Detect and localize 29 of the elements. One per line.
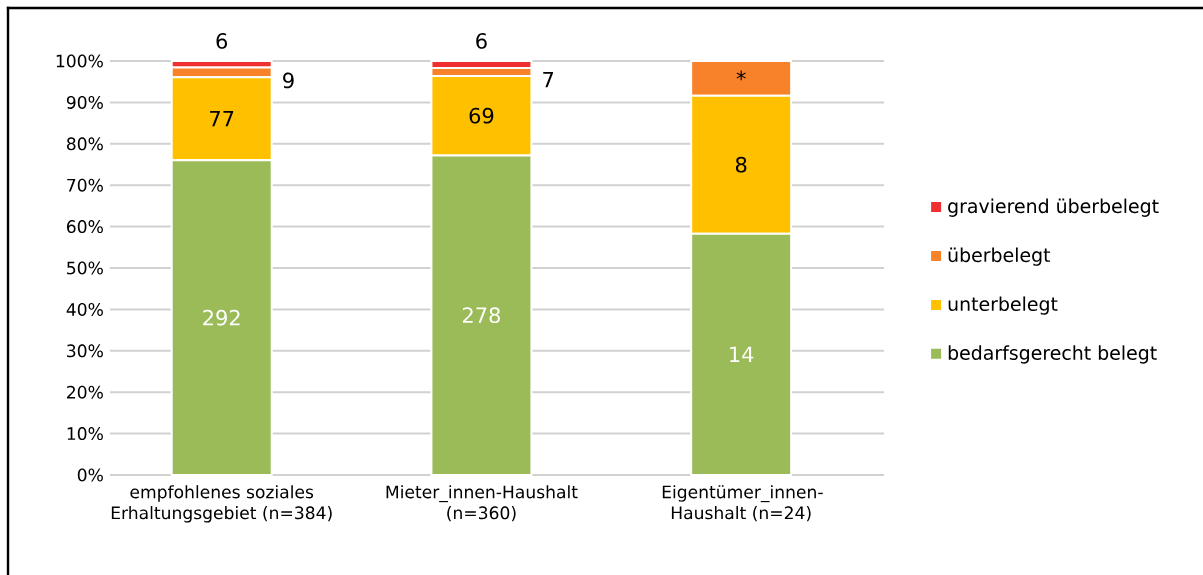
annotation: 6 (476, 33, 487, 49)
annotation: 7 (543, 72, 554, 88)
legend-label: gravierend überbelegt (948, 198, 1159, 217)
annotation: 69 (469, 107, 494, 124)
legend-label: unterbelegt (948, 296, 1058, 315)
y-tick-label: 40% (66, 302, 103, 316)
annotation: 77 (210, 111, 234, 127)
y-tick-label: 90% (66, 95, 103, 109)
annotation: 8 (735, 156, 747, 173)
y-tick-label: 70% (67, 178, 103, 192)
y-tick-label: 20% (67, 385, 103, 399)
legend-label: bedarfsgerecht belegt (948, 345, 1157, 364)
y-tick-label: 50% (67, 261, 103, 275)
y-tick-label: 80% (66, 137, 103, 151)
y-tick-label: 100% (56, 54, 103, 68)
y-tick-label: 10% (67, 427, 103, 441)
legend-label: überbelegt (948, 247, 1051, 266)
y-tick-label: 0% (77, 468, 103, 482)
x-tick-label: Mieter_innen-Haushalt (n=360) (386, 485, 578, 522)
annotation: 14 (730, 346, 754, 362)
annotation: 292 (203, 309, 240, 326)
y-tick-label: 60% (67, 220, 103, 234)
y-tick-label: 30% (67, 344, 103, 358)
annotation: 6 (216, 33, 228, 49)
x-tick-label: Eigentümer_innen-Haushalt (n=24) (662, 485, 823, 522)
annotation: * (736, 70, 746, 81)
x-tick-label: empfohlenes soziales Erhaltungsgebiet (n=384) (111, 485, 332, 523)
annotation: 278 (463, 307, 500, 324)
annotation: 9 (283, 72, 294, 89)
